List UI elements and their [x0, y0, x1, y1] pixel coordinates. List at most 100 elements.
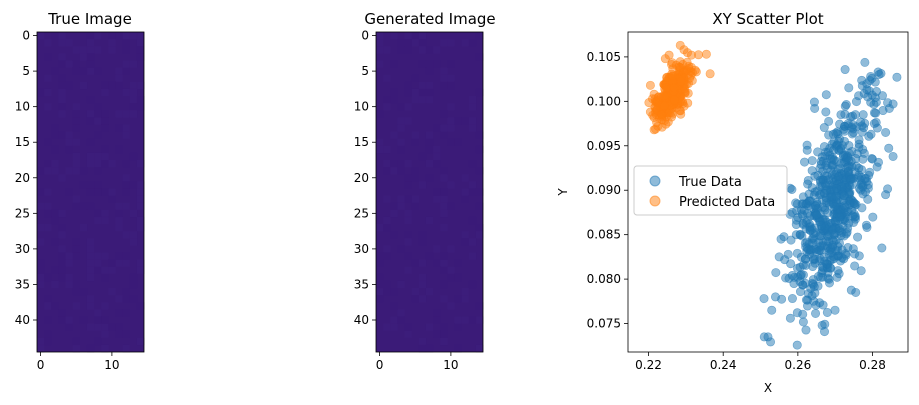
- true-data-point: [801, 325, 811, 335]
- image-pixel: [122, 344, 130, 353]
- image-pixel: [440, 259, 448, 267]
- image-pixel: [433, 259, 441, 267]
- predicted-data-point: [661, 83, 671, 93]
- image-pixel: [86, 245, 95, 253]
- true-data-point: [884, 103, 894, 113]
- image-pixel: [390, 209, 398, 218]
- image-pixel: [72, 117, 80, 125]
- image-pixel: [129, 181, 138, 189]
- true-data-point: [815, 163, 825, 173]
- true-data-point: [800, 254, 810, 264]
- image-pixel: [58, 39, 66, 47]
- image-pixel: [58, 273, 66, 282]
- image-pixel: [383, 74, 391, 82]
- image-pixel: [376, 46, 384, 54]
- image-pixel: [72, 337, 80, 346]
- image-pixel: [404, 195, 412, 203]
- y-tick-label: 25: [354, 206, 369, 220]
- true-data-point: [851, 287, 861, 297]
- true-data-point: [819, 123, 829, 133]
- image-pixel: [425, 81, 434, 90]
- image-pixel: [94, 337, 102, 346]
- true-data-point: [840, 136, 850, 146]
- image-pixel: [51, 32, 59, 40]
- y-tick-label: 25: [15, 206, 30, 220]
- image-pixel: [101, 110, 109, 118]
- image-pixel: [94, 152, 102, 161]
- true-data-point: [787, 294, 797, 304]
- image-pixel: [404, 181, 412, 189]
- image-pixel: [468, 39, 477, 47]
- image-pixel: [376, 295, 384, 303]
- true-data-point: [817, 320, 827, 330]
- image-pixel: [122, 288, 130, 296]
- image-pixel: [440, 188, 448, 196]
- image-pixel: [94, 32, 102, 40]
- image-pixel: [376, 32, 384, 40]
- x-tick-label: 0.24: [710, 358, 737, 372]
- image-pixel: [136, 53, 145, 61]
- image-pixel: [411, 288, 419, 296]
- image-pixel: [376, 252, 384, 260]
- image-pixel: [383, 103, 391, 111]
- image-pixel: [86, 252, 95, 260]
- image-pixel: [404, 216, 412, 225]
- image-pixel: [468, 96, 477, 104]
- image-pixel: [397, 145, 405, 154]
- true-data-point: [821, 181, 831, 191]
- true-data-point: [840, 101, 850, 111]
- image-pixel: [390, 202, 398, 210]
- true-data-point: [853, 172, 863, 182]
- image-pixel: [461, 117, 469, 125]
- true-data-point: [808, 279, 818, 289]
- image-pixel: [86, 46, 95, 54]
- image-pixel: [447, 181, 455, 189]
- image-pixel: [72, 60, 80, 68]
- image-pixel: [129, 238, 138, 246]
- true-data-point: [807, 224, 817, 234]
- true-data-point: [862, 223, 872, 233]
- image-pixel: [51, 266, 59, 274]
- true-image-heatmap: [37, 32, 145, 353]
- true-data-point: [800, 157, 810, 167]
- image-pixel: [404, 323, 412, 331]
- image-pixel: [86, 202, 95, 210]
- image-pixel: [108, 81, 116, 90]
- y-tick-label: 10: [15, 100, 30, 114]
- image-pixel: [454, 323, 462, 331]
- scatter-x-label: X: [764, 381, 772, 395]
- image-pixel: [101, 188, 109, 196]
- image-pixel: [44, 330, 52, 338]
- y-tick-label: 0.105: [587, 50, 621, 64]
- image-pixel: [58, 266, 66, 274]
- true-data-point: [830, 305, 840, 315]
- image-pixel: [101, 209, 109, 218]
- image-pixel: [115, 295, 123, 303]
- image-pixel: [94, 309, 102, 317]
- generated-image-frame: [375, 31, 484, 353]
- image-pixel: [383, 323, 391, 331]
- image-pixel: [411, 295, 419, 303]
- image-pixel: [397, 138, 405, 146]
- true-data-point: [827, 192, 837, 202]
- generated-image-title: Generated Image: [364, 10, 495, 28]
- image-pixel: [94, 216, 102, 225]
- image-pixel: [115, 309, 123, 317]
- image-pixel: [65, 188, 73, 196]
- image-pixel: [94, 181, 102, 189]
- image-pixel: [65, 323, 73, 331]
- image-pixel: [101, 88, 109, 97]
- true-data-point: [811, 209, 821, 219]
- true-data-point: [804, 245, 814, 255]
- image-pixel: [101, 81, 109, 90]
- image-pixel: [136, 302, 145, 310]
- scatter-frame: [627, 31, 909, 353]
- true-image-panel: True Image 0 5 10 15 20 25 30 35 40 0 10: [15, 10, 145, 372]
- image-pixel: [58, 224, 66, 232]
- image-pixel: [44, 302, 52, 310]
- image-pixel: [86, 152, 95, 161]
- image-pixel: [461, 316, 469, 324]
- true-data-point: [783, 249, 793, 259]
- image-pixel: [65, 280, 73, 289]
- image-pixel: [44, 74, 52, 82]
